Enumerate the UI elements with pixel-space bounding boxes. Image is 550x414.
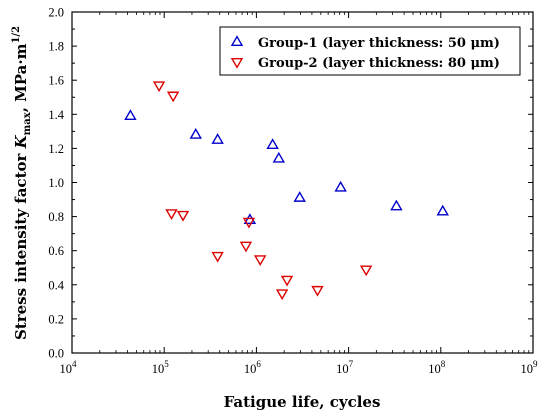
series-2-point [311,285,324,297]
series-1-point [272,151,286,163]
series-1-point [390,199,403,211]
y-tick-label: 0.2 [48,312,64,326]
y-tick-label: 0.6 [48,244,64,258]
legend-markers [230,35,244,69]
legend: Group-1 (layer thickness: 50 μm) Group-2… [219,26,521,76]
y-axis-title-prefix: Stress intensity factor [12,148,30,340]
series-1-point [436,204,449,216]
x-tick-label: 104 [60,359,78,376]
y-axis-title-superscript: 1/2 [11,26,22,44]
x-tick-label: 105 [152,359,170,376]
series-1-point [266,138,279,149]
y-tick-label: 0.0 [48,347,64,361]
series-1-point [293,191,306,202]
series-2-point [254,255,267,266]
legend-marker-group-2 [230,58,244,69]
y-tick-label: 0.8 [48,210,64,224]
series-2-point [166,91,180,103]
series-1-point [211,133,224,144]
y-axis-title-k: K [12,134,30,149]
y-tick-label: 1.6 [48,74,64,88]
series-2-point [359,265,373,277]
y-axis-title: Stress intensity factor Kmax, MPa·m1/2 [11,26,33,340]
axis-ticks [71,11,534,354]
x-tick-label: 109 [521,359,539,376]
series-1-point [124,109,137,120]
legend-label-group-2: Group-2 (layer thickness: 80 μm) [258,56,500,71]
legend-box [219,26,521,76]
series-1-point [189,127,202,139]
y-axis-title-subscript: max [22,111,33,135]
series-2-point [176,210,190,222]
series-1-point [334,180,347,192]
series-2-point [275,289,289,301]
y-tick-label: 1.0 [48,176,64,190]
series-2-point [165,209,178,220]
x-axis-title: Fatigue life, cycles [224,393,381,411]
y-tick-label: 1.8 [48,40,64,54]
legend-marker-group-1 [230,35,244,46]
series-2-point [280,275,294,287]
x-tick-label: 106 [244,359,262,376]
y-tick-label: 2.0 [48,6,64,20]
series-2-point [211,251,224,263]
x-tick-label: 107 [336,359,354,376]
series-2-point [242,217,256,229]
legend-label-group-1: Group-1 (layer thickness: 50 μm) [258,36,500,51]
y-tick-label: 1.4 [48,108,64,122]
y-tick-label: 1.2 [48,142,64,156]
y-tick-label: 0.4 [48,278,64,292]
data-points [124,81,449,301]
series-2-point [239,241,253,253]
x-tick-label: 108 [428,359,446,376]
axis-tick-labels: 0.0 0.2 0.4 0.6 0.8 1.0 1.2 1.4 1.6 1.8 2.0 104 105 1… [48,6,538,377]
y-axis-title-unit: , MPa·m [12,43,30,112]
series-2-point [152,81,166,93]
